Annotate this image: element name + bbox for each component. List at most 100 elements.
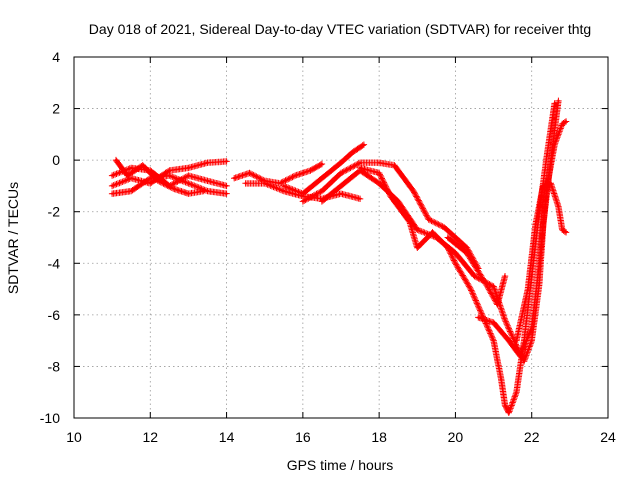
data-point bbox=[320, 162, 324, 166]
data-point bbox=[168, 169, 171, 172]
data-point bbox=[389, 195, 392, 198]
data-point bbox=[507, 339, 511, 342]
x-tick-label: 24 bbox=[600, 429, 616, 445]
data-point bbox=[233, 176, 236, 180]
series-track-7 bbox=[280, 141, 368, 197]
data-point bbox=[351, 151, 354, 154]
data-point bbox=[339, 184, 343, 188]
data-point bbox=[156, 179, 160, 182]
data-point bbox=[282, 184, 285, 188]
y-tick-label: 4 bbox=[52, 49, 60, 65]
data-point bbox=[541, 184, 545, 188]
data-point bbox=[320, 176, 324, 180]
data-point bbox=[465, 251, 469, 255]
x-axis-title: GPS time / hours bbox=[287, 457, 394, 473]
data-point bbox=[465, 246, 469, 250]
data-point bbox=[557, 99, 560, 103]
data-point bbox=[503, 318, 507, 322]
data-point bbox=[530, 339, 533, 342]
data-point bbox=[427, 218, 430, 221]
data-point bbox=[500, 378, 503, 381]
data-point bbox=[416, 228, 419, 231]
series-track-5 bbox=[231, 160, 326, 187]
data-point bbox=[362, 143, 366, 146]
data-point bbox=[549, 182, 552, 185]
series-track-13 bbox=[513, 180, 570, 344]
data-point bbox=[202, 189, 205, 193]
data-point bbox=[263, 182, 266, 185]
y-axis-title: SDTVAR / TECUs bbox=[5, 182, 21, 294]
data-point bbox=[225, 192, 228, 195]
data-point bbox=[110, 184, 114, 188]
y-tick-label: -6 bbox=[48, 307, 61, 323]
data-point bbox=[492, 339, 495, 342]
data-point bbox=[446, 246, 449, 250]
data-point bbox=[244, 182, 247, 185]
data-point bbox=[309, 169, 312, 172]
data-point bbox=[515, 339, 518, 342]
y-tick-label: 0 bbox=[52, 152, 60, 168]
data-point bbox=[149, 182, 152, 185]
data-point bbox=[454, 236, 457, 239]
data-point bbox=[278, 182, 282, 185]
data-point bbox=[206, 179, 209, 182]
data-point bbox=[339, 192, 343, 195]
data-point bbox=[561, 122, 564, 126]
data-point bbox=[187, 174, 190, 177]
data-point bbox=[515, 391, 518, 394]
data-point bbox=[484, 282, 488, 286]
data-point bbox=[530, 326, 533, 329]
data-point bbox=[301, 200, 305, 203]
data-point bbox=[248, 171, 251, 175]
data-point bbox=[225, 160, 228, 163]
data-point bbox=[507, 411, 511, 415]
data-point bbox=[168, 174, 171, 177]
data-point bbox=[320, 200, 324, 203]
data-point bbox=[564, 231, 568, 234]
data-point bbox=[503, 274, 507, 278]
data-point bbox=[377, 182, 381, 185]
data-point bbox=[187, 166, 190, 170]
series-track-8 bbox=[299, 159, 482, 272]
data-point bbox=[130, 189, 133, 193]
x-tick-label: 16 bbox=[295, 429, 311, 445]
y-tick-label: -10 bbox=[40, 410, 60, 426]
plot-frame bbox=[73, 56, 609, 419]
data-point bbox=[492, 285, 495, 288]
data-point bbox=[339, 161, 343, 164]
chart-title: Day 018 of 2021, Sidereal Day-to-day VTE… bbox=[89, 21, 591, 37]
y-tick-label: -2 bbox=[48, 204, 61, 220]
data-point bbox=[534, 223, 537, 226]
data-point bbox=[206, 189, 209, 193]
data-point bbox=[130, 176, 133, 180]
data-point bbox=[454, 251, 457, 255]
data-point bbox=[553, 143, 556, 146]
data-point bbox=[110, 174, 114, 177]
data-point bbox=[442, 225, 446, 229]
series-track-10 bbox=[356, 100, 558, 416]
data-point bbox=[473, 274, 476, 278]
data-point bbox=[171, 187, 175, 190]
data-point bbox=[469, 287, 472, 291]
data-point bbox=[187, 192, 190, 195]
series-track-4 bbox=[112, 156, 207, 197]
data-point bbox=[503, 403, 507, 407]
data-point bbox=[538, 262, 541, 265]
data-point bbox=[431, 231, 434, 234]
data-point bbox=[358, 197, 362, 201]
data-point bbox=[545, 153, 549, 157]
data-point bbox=[416, 246, 419, 250]
data-point bbox=[187, 182, 190, 185]
data-point bbox=[519, 354, 522, 358]
data-point bbox=[149, 176, 152, 180]
data-point bbox=[412, 189, 415, 193]
data-point bbox=[301, 192, 305, 195]
data-point bbox=[110, 192, 114, 195]
data-point bbox=[339, 171, 343, 175]
data-point bbox=[282, 189, 285, 193]
data-point bbox=[492, 321, 495, 324]
x-tick-label: 10 bbox=[66, 429, 82, 445]
data-point bbox=[294, 174, 297, 177]
data-point bbox=[225, 184, 228, 188]
